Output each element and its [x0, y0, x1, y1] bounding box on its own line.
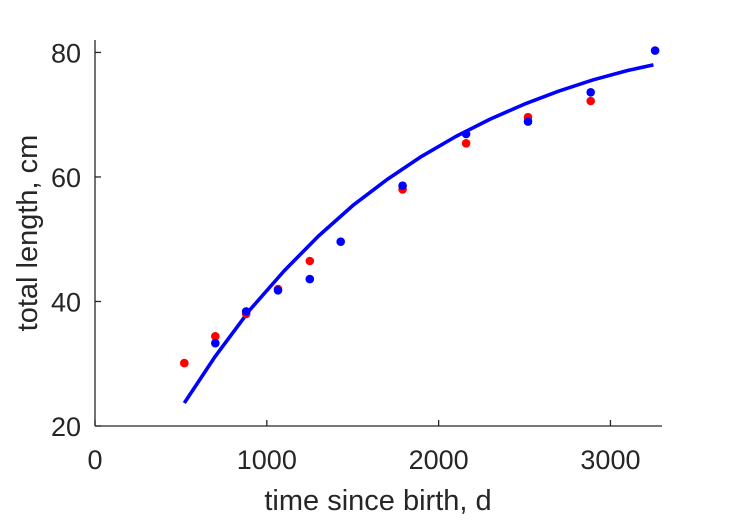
data-point-series-2 [398, 181, 407, 190]
x-tick-label: 0 [87, 445, 102, 475]
data-point-series-2 [650, 46, 660, 55]
x-axis-ticks: 0 1000 2000 3000 [87, 420, 640, 475]
data-point-series-1 [180, 358, 189, 368]
x-tick-label: 1000 [237, 445, 297, 475]
x-tick-label: 3000 [580, 445, 640, 475]
y-axis-title: total length, cm [12, 135, 44, 332]
data-point-series-1 [305, 256, 315, 266]
y-axis-ticks: 20 40 60 80 [51, 38, 101, 442]
data-point-series-2 [273, 286, 283, 295]
x-axis-title: time since birth, d [264, 485, 491, 517]
data-point-series-2 [523, 117, 533, 126]
data-point-series-2 [305, 274, 315, 284]
y-tick-label: 60 [51, 163, 81, 193]
data-point-series-2 [586, 88, 595, 97]
data-point-series-2 [336, 237, 346, 246]
y-tick-label: 20 [51, 412, 81, 442]
data-point-series-1 [461, 139, 471, 148]
data-point-series-1 [586, 96, 595, 106]
data-point-series-2 [211, 338, 220, 348]
y-tick-label: 80 [51, 38, 81, 68]
data-point-series-2 [241, 307, 251, 316]
x-tick-label: 2000 [409, 445, 469, 475]
data-points-layer [180, 46, 660, 368]
data-point-series-2 [461, 129, 471, 139]
fit-curve-layer [182, 63, 654, 404]
fit-curve [182, 63, 654, 404]
data-point-series-1 [211, 332, 220, 341]
y-tick-label: 40 [51, 287, 81, 317]
